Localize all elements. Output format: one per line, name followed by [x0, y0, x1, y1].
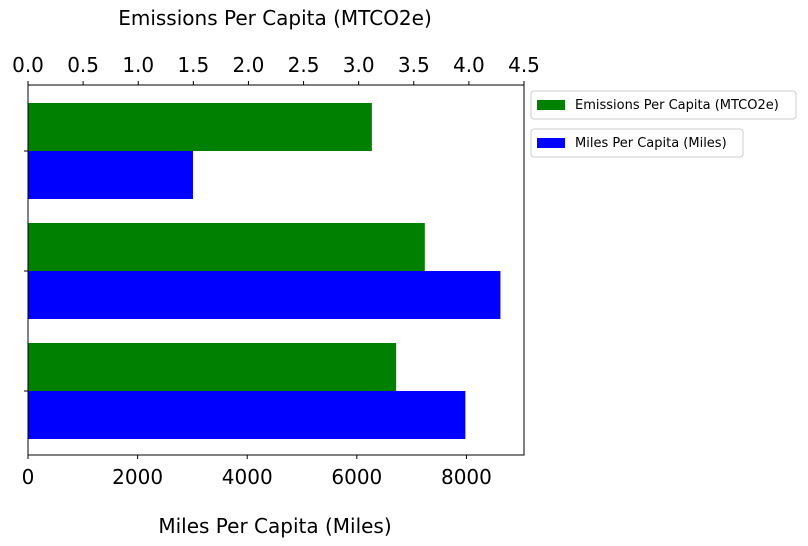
legend: Emissions Per Capita (MTCO2e) Miles Per C… — [530, 90, 797, 158]
top-tick-label: 4.5 — [508, 53, 540, 77]
top-tick-label: 3.5 — [398, 53, 430, 77]
top-tick-label: 4.0 — [453, 53, 485, 77]
top-tick-label: 1.0 — [122, 53, 154, 77]
plot-frame — [27, 84, 525, 456]
bottom-tick-label: 8000 — [441, 465, 492, 489]
bottom-tick-label: 2000 — [112, 465, 163, 489]
legend-label: Miles Per Capita (Miles) — [575, 136, 727, 151]
top-tick-label: 2.0 — [233, 53, 265, 77]
legend-label: Emissions Per Capita (MTCO2e) — [575, 98, 779, 113]
legend-box — [530, 128, 744, 158]
bottom-tick-label: 0 — [22, 465, 35, 489]
legend-swatch — [537, 100, 565, 110]
top-tick-label: 1.5 — [177, 53, 209, 77]
bottom-tick-label: 4000 — [222, 465, 273, 489]
legend-box — [530, 90, 797, 120]
legend-swatch — [537, 138, 565, 148]
y-axis-ticks — [24, 150, 28, 392]
top-axis-title: Emissions Per Capita (MTCO2e) — [118, 6, 432, 30]
emissions-bar-3 — [28, 343, 397, 391]
bottom-tick-label: 6000 — [331, 465, 382, 489]
top-tick-label: 3.0 — [343, 53, 375, 77]
miles-bar-1 — [28, 151, 193, 199]
top-tick-label: 0.0 — [12, 53, 44, 77]
bars-group — [28, 103, 501, 439]
bottom-axis: 0 2000 4000 6000 8000 — [22, 455, 492, 489]
bottom-axis-title: Miles Per Capita (Miles) — [158, 514, 391, 538]
top-tick-label: 2.5 — [288, 53, 320, 77]
miles-bar-3 — [28, 391, 466, 439]
top-axis: 0.0 0.5 1.0 1.5 2.0 2.5 3.0 3.5 4.0 4.5 — [12, 53, 540, 85]
emissions-bar-1 — [28, 103, 372, 151]
top-tick-label: 0.5 — [67, 53, 99, 77]
emissions-bar-2 — [28, 223, 425, 271]
miles-bar-2 — [28, 271, 501, 319]
